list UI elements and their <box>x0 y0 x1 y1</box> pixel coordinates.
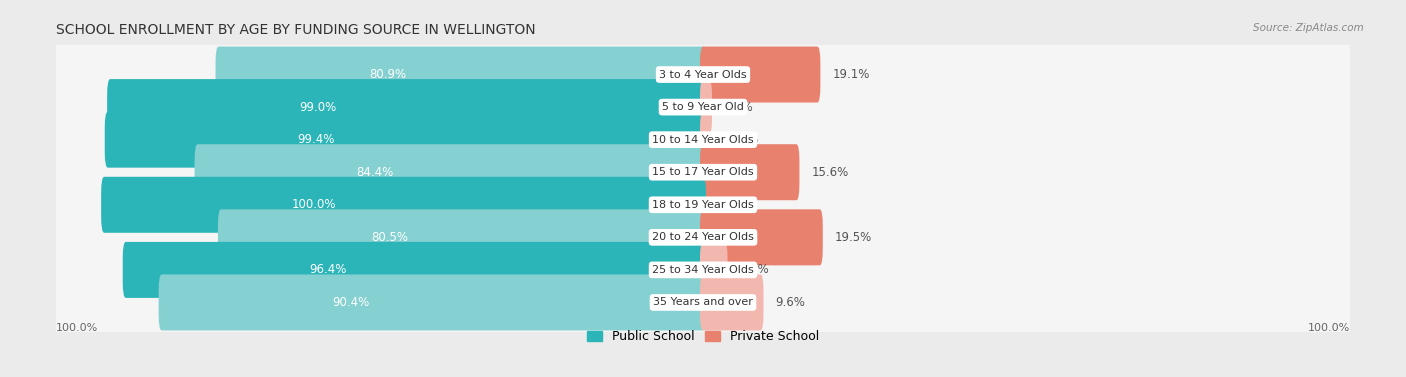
FancyBboxPatch shape <box>700 242 727 298</box>
Text: 96.4%: 96.4% <box>309 264 346 276</box>
Text: 25 to 34 Year Olds: 25 to 34 Year Olds <box>652 265 754 275</box>
Text: 3.6%: 3.6% <box>740 264 769 276</box>
FancyBboxPatch shape <box>53 139 1353 205</box>
Text: 80.9%: 80.9% <box>370 68 406 81</box>
FancyBboxPatch shape <box>53 74 1353 140</box>
Text: 15 to 17 Year Olds: 15 to 17 Year Olds <box>652 167 754 177</box>
Text: 20 to 24 Year Olds: 20 to 24 Year Olds <box>652 232 754 242</box>
Text: 19.5%: 19.5% <box>835 231 872 244</box>
FancyBboxPatch shape <box>218 209 706 265</box>
Text: 0.0%: 0.0% <box>718 198 748 211</box>
FancyBboxPatch shape <box>53 204 1353 270</box>
FancyBboxPatch shape <box>700 144 800 200</box>
Text: 19.1%: 19.1% <box>832 68 870 81</box>
FancyBboxPatch shape <box>105 112 706 168</box>
Text: 3 to 4 Year Olds: 3 to 4 Year Olds <box>659 69 747 80</box>
FancyBboxPatch shape <box>194 144 706 200</box>
Text: SCHOOL ENROLLMENT BY AGE BY FUNDING SOURCE IN WELLINGTON: SCHOOL ENROLLMENT BY AGE BY FUNDING SOUR… <box>56 23 536 37</box>
Text: 80.5%: 80.5% <box>371 231 408 244</box>
Text: 5 to 9 Year Old: 5 to 9 Year Old <box>662 102 744 112</box>
Text: 90.4%: 90.4% <box>332 296 370 309</box>
Text: 99.4%: 99.4% <box>298 133 335 146</box>
FancyBboxPatch shape <box>215 46 706 103</box>
Text: 99.0%: 99.0% <box>299 101 336 113</box>
FancyBboxPatch shape <box>700 46 820 103</box>
FancyBboxPatch shape <box>700 209 823 265</box>
FancyBboxPatch shape <box>53 270 1353 336</box>
Text: 0.56%: 0.56% <box>721 133 758 146</box>
Text: 18 to 19 Year Olds: 18 to 19 Year Olds <box>652 200 754 210</box>
Text: 35 Years and over: 35 Years and over <box>652 297 754 308</box>
Text: 15.6%: 15.6% <box>811 166 849 179</box>
FancyBboxPatch shape <box>53 172 1353 238</box>
Legend: Public School, Private School: Public School, Private School <box>582 325 824 348</box>
Text: 100.0%: 100.0% <box>1308 323 1350 333</box>
Text: 100.0%: 100.0% <box>56 323 98 333</box>
FancyBboxPatch shape <box>700 274 763 331</box>
Text: 1.0%: 1.0% <box>724 101 754 113</box>
FancyBboxPatch shape <box>700 79 711 135</box>
Text: 84.4%: 84.4% <box>356 166 394 179</box>
FancyBboxPatch shape <box>101 177 706 233</box>
FancyBboxPatch shape <box>53 42 1353 107</box>
Text: Source: ZipAtlas.com: Source: ZipAtlas.com <box>1253 23 1364 33</box>
FancyBboxPatch shape <box>107 79 706 135</box>
FancyBboxPatch shape <box>53 107 1353 173</box>
FancyBboxPatch shape <box>159 274 706 331</box>
FancyBboxPatch shape <box>53 237 1353 303</box>
FancyBboxPatch shape <box>700 112 710 168</box>
Text: 10 to 14 Year Olds: 10 to 14 Year Olds <box>652 135 754 145</box>
Text: 9.6%: 9.6% <box>776 296 806 309</box>
FancyBboxPatch shape <box>122 242 706 298</box>
Text: 100.0%: 100.0% <box>291 198 336 211</box>
